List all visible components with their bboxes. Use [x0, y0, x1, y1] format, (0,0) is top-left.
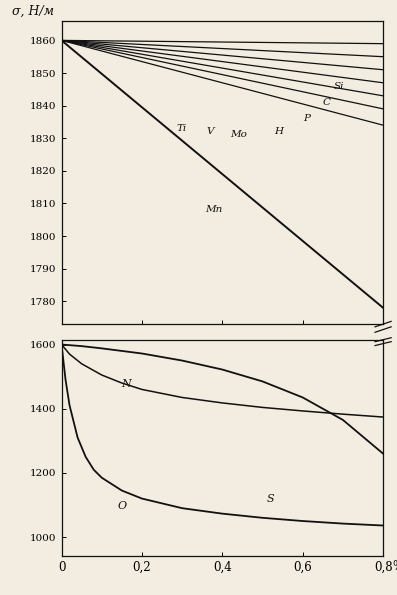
Text: N: N — [121, 379, 131, 389]
Text: Mo: Mo — [230, 130, 247, 139]
Text: P: P — [303, 114, 310, 123]
Text: σ, Н/м: σ, Н/м — [12, 5, 54, 18]
Text: Ti: Ti — [177, 124, 187, 133]
Text: H: H — [274, 127, 283, 136]
Text: %о: %о — [393, 559, 397, 572]
Text: V: V — [206, 127, 214, 136]
Text: Si: Si — [333, 82, 344, 90]
Text: C: C — [323, 98, 331, 107]
Text: S: S — [267, 494, 274, 503]
Text: O: O — [117, 500, 126, 511]
Text: Mn: Mn — [206, 205, 223, 214]
